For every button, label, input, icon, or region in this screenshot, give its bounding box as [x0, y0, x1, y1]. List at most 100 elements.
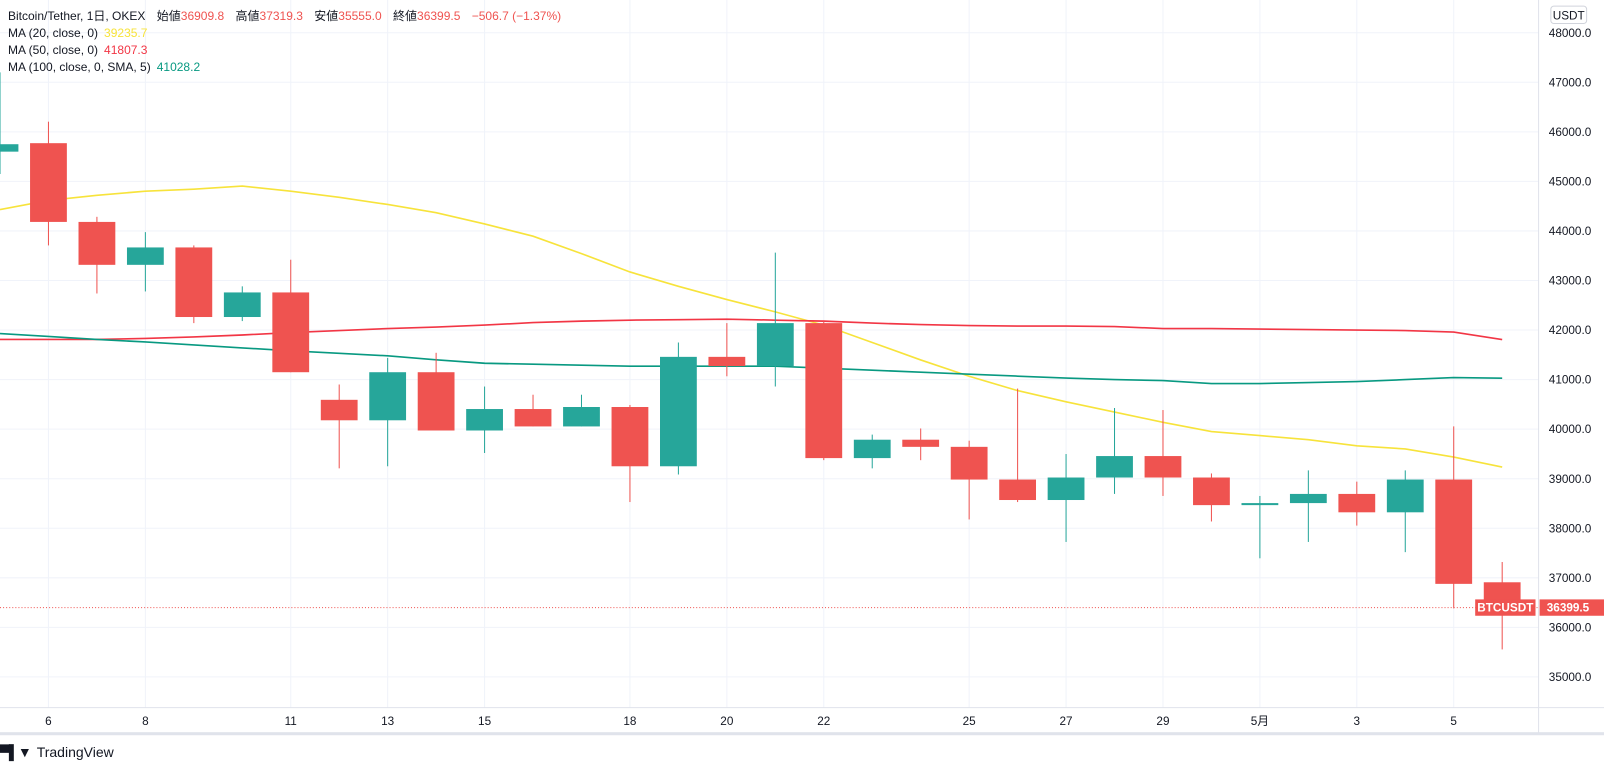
candle-body: [902, 439, 940, 447]
candle: [563, 394, 600, 427]
candle-body: [805, 323, 843, 459]
legend: Bitcoin/Tether, 1日, OKEX 始値36909.8 高値373…: [8, 8, 561, 76]
x-tick-label: 8: [142, 715, 149, 728]
ma-line-50: [0, 318, 1503, 341]
last-price-labels: BTCUSDT 36399.5: [1475, 599, 1604, 616]
legend-ma100[interactable]: MA (100, close, 0, SMA, 5) 41028.2: [8, 59, 561, 76]
currency-label: USDT: [1553, 9, 1585, 22]
candle-body: [1144, 456, 1182, 478]
low-value: 35555.0: [338, 9, 382, 23]
candle-body: [78, 221, 116, 265]
candle-body: [1096, 456, 1133, 478]
candle-body: [563, 407, 600, 427]
candle: [1338, 481, 1376, 526]
candle-body: [1386, 479, 1424, 513]
low-label: 安値: [314, 9, 339, 23]
candle-body: [272, 292, 310, 373]
high-label: 高値: [235, 9, 260, 23]
candle: [1096, 407, 1133, 494]
candles: [0, 72, 1521, 650]
ma20-label: MA (20, close, 0): [8, 26, 99, 40]
candle-body: [0, 144, 19, 152]
tradingview-logo-icon: ▀▌▼: [0, 744, 32, 760]
ma20-value: 39235.7: [104, 26, 148, 40]
y-tick-label: 44000.0: [1549, 225, 1592, 238]
y-tick-label: 37000.0: [1549, 572, 1592, 585]
symbol-title[interactable]: Bitcoin/Tether, 1日, OKEX: [8, 9, 146, 23]
y-tick-label: 42000.0: [1549, 324, 1592, 337]
candle-body: [1289, 493, 1327, 504]
candle: [708, 323, 746, 377]
x-tick-label: 25: [963, 715, 977, 728]
candle: [611, 404, 649, 503]
ma100-label: MA (100, close, 0, SMA, 5): [8, 60, 151, 74]
candle-body: [223, 292, 261, 318]
candle: [660, 342, 697, 475]
close-value: 36399.5: [417, 9, 461, 23]
candle-body: [1435, 479, 1473, 584]
x-tick-label: 15: [478, 715, 492, 728]
x-tick-label: 29: [1156, 715, 1169, 728]
candle-body: [175, 247, 213, 318]
y-tick-label: 40000.0: [1549, 423, 1592, 436]
candle-body: [708, 356, 746, 367]
candle-body: [320, 399, 358, 421]
moving-averages: [0, 185, 1503, 468]
candle-body: [950, 446, 988, 480]
x-tick-label: 22: [817, 715, 830, 728]
y-tick-label: 36000.0: [1549, 621, 1592, 634]
candle-body: [1193, 477, 1230, 506]
x-tick-label: 20: [720, 715, 734, 728]
candle-body: [466, 409, 503, 431]
legend-ma20[interactable]: MA (20, close, 0) 39235.7: [8, 25, 561, 42]
candle-body: [1241, 503, 1279, 506]
candle: [1047, 454, 1085, 542]
grid: [0, 0, 1539, 708]
candle: [223, 286, 261, 322]
legend-ohlc: Bitcoin/Tether, 1日, OKEX 始値36909.8 高値373…: [8, 8, 561, 25]
candle: [126, 232, 164, 292]
brand-name: TradingView: [36, 744, 114, 760]
candle-body: [417, 372, 455, 431]
x-tick-label: 6: [45, 715, 52, 728]
candle-body: [126, 247, 164, 265]
candle: [272, 259, 310, 373]
y-tick-label: 41000.0: [1549, 374, 1592, 387]
candle-body: [853, 439, 891, 459]
candle-body: [30, 143, 67, 222]
candle-body: [369, 372, 407, 421]
candle-body: [514, 409, 552, 427]
x-tick-label: 5月: [1251, 715, 1269, 728]
candle: [902, 428, 940, 461]
y-tick-label: 47000.0: [1549, 76, 1592, 89]
y-tick-label: 39000.0: [1549, 473, 1592, 486]
candle: [1144, 410, 1182, 496]
x-tick-label: 11: [285, 715, 297, 728]
close-label: 終値: [393, 9, 418, 23]
candle: [514, 394, 552, 427]
candle: [853, 434, 891, 469]
y-tick-label: 43000.0: [1549, 275, 1592, 288]
currency-badge[interactable]: USDT: [1550, 5, 1588, 25]
ma50-label: MA (50, close, 0): [8, 43, 99, 57]
y-tick-label: 48000.0: [1549, 27, 1592, 40]
candle-body: [611, 407, 649, 467]
candle: [78, 216, 116, 294]
time-axis-labels[interactable]: 6 8 11 13 15 18 20 22 25 27 29 5月 3 5: [45, 715, 1457, 728]
candle: [1289, 470, 1327, 542]
x-tick-label: 13: [381, 715, 395, 728]
legend-ma50[interactable]: MA (50, close, 0) 41807.3: [8, 42, 561, 59]
candle: [30, 121, 67, 246]
candle-body: [756, 323, 794, 367]
candle-body: [1047, 477, 1085, 501]
y-tick-label: 35000.0: [1549, 671, 1592, 684]
candle: [756, 252, 794, 387]
change-value: −506.7 (−1.37%): [471, 9, 562, 23]
tradingview-logo[interactable]: ▀▌▼ TradingView: [0, 744, 114, 760]
candle: [1386, 470, 1424, 553]
candle: [950, 440, 988, 520]
candle-body: [999, 479, 1037, 501]
candle: [1241, 495, 1279, 559]
x-tick-label: 18: [623, 715, 637, 728]
